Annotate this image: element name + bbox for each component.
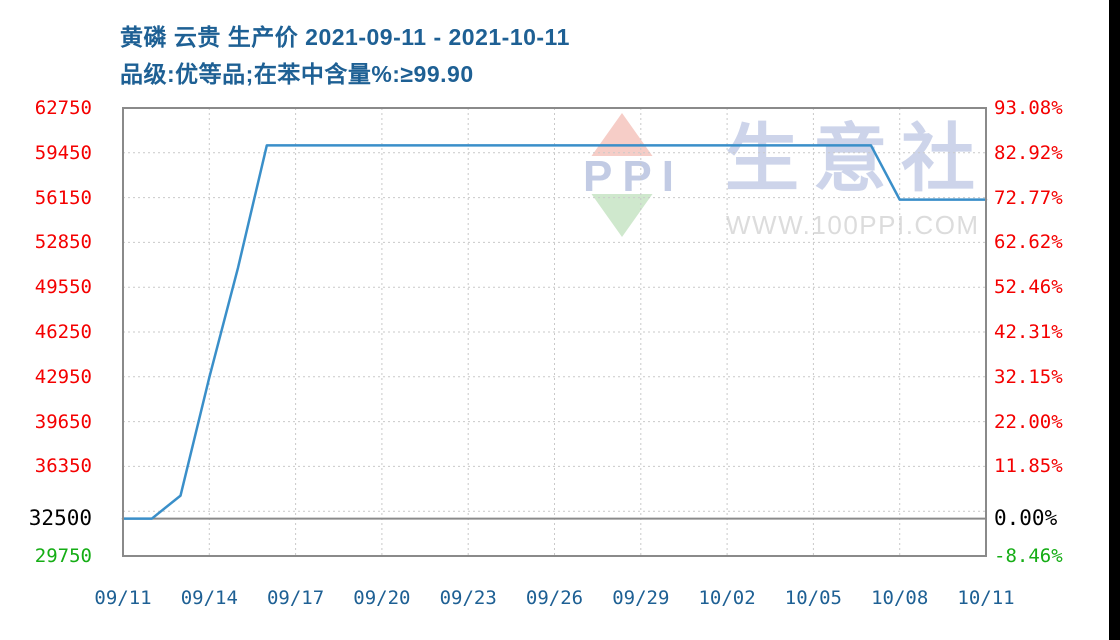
x-axis-date-label: 10/02	[698, 587, 756, 609]
y-axis-left-min-label: 29750	[34, 545, 92, 567]
y-axis-left-label: 46250	[34, 321, 92, 343]
x-axis-date-label: 09/14	[180, 587, 238, 609]
y-axis-right-label: 11.85%	[994, 455, 1063, 478]
x-axis-date-label: 09/23	[439, 587, 497, 609]
y-axis-left-label: 39650	[34, 410, 92, 433]
ppi-logo-text: PPI	[583, 152, 684, 201]
x-axis-date-label: 10/11	[957, 587, 1015, 609]
y-axis-left-label: 49550	[34, 276, 92, 299]
y-axis-right-label: 22.00%	[994, 410, 1063, 433]
y-axis-right-base-label: 0.00%	[994, 505, 1058, 530]
x-axis-date-label: 09/29	[612, 587, 670, 609]
chart-title: 黄磷 云贵 生产价 2021-09-11 - 2021-10-11	[120, 24, 570, 50]
x-axis-date-label: 10/08	[871, 587, 929, 609]
x-axis-date-label: 09/17	[266, 587, 325, 609]
y-axis-left-label: 62750	[34, 97, 92, 119]
y-axis-left-label: 56150	[34, 186, 92, 209]
y-axis-right-min-label: -8.46%	[994, 545, 1063, 567]
plot-frame	[122, 107, 987, 557]
y-axis-right-label: 32.15%	[994, 365, 1063, 388]
y-axis-left-label: 42950	[34, 365, 92, 388]
y-axis-left-label: 59450	[34, 141, 92, 164]
screenshot-right-border	[1109, 0, 1120, 640]
x-axis-date-label: 09/11	[94, 587, 152, 609]
chart-subtitle: 品级:优等品;在苯中含量%:≥99.90	[120, 61, 474, 87]
x-axis-date-label: 09/26	[525, 587, 584, 609]
y-axis-right-label: 62.62%	[994, 231, 1063, 254]
y-axis-right-label: 72.77%	[994, 186, 1063, 209]
y-axis-left-base-label: 32500	[28, 505, 92, 530]
watermark-url-text: WWW.100PPI.COM	[726, 210, 980, 240]
y-axis-left-label: 36350	[34, 455, 92, 478]
y-axis-right-label: 93.08%	[994, 97, 1063, 119]
price-line	[121, 144, 988, 520]
y-axis-right-label: 52.46%	[994, 276, 1063, 299]
ppi-logo-band	[568, 156, 678, 194]
x-axis-date-label: 10/05	[784, 587, 842, 609]
y-axis-right-label: 42.31%	[994, 321, 1063, 343]
x-axis-date-label: 09/20	[353, 587, 411, 609]
watermark-brand-text: 生意社	[725, 117, 989, 200]
y-axis-right-label: 82.92%	[994, 141, 1063, 164]
y-axis-left-label: 52850	[34, 231, 92, 254]
